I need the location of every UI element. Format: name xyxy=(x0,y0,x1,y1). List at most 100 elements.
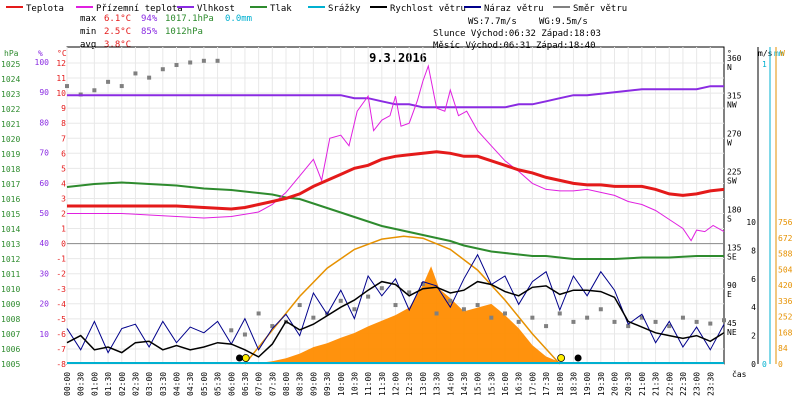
wind-direction-point xyxy=(256,311,261,316)
ground-temperature-line xyxy=(67,64,725,242)
axis-unit-radiation: W xyxy=(780,49,785,58)
wind-direction-point xyxy=(311,315,316,320)
x-tick-label: 13:30 xyxy=(433,372,442,396)
stat-rain: 0.0mm xyxy=(225,14,252,24)
stat-label: min xyxy=(80,27,96,37)
wind-direction-point xyxy=(571,319,576,324)
pct-tick-label: 100 xyxy=(35,58,50,67)
solar-radiation-area xyxy=(67,266,724,364)
wind-direction-point xyxy=(119,84,124,89)
info-wind-gust: WG:9.5m/s xyxy=(539,17,588,27)
celsius-tick-label: 4 xyxy=(61,179,66,188)
pct-tick-label: 30 xyxy=(39,269,49,278)
x-tick-label: 10:00 xyxy=(337,372,346,396)
celsius-tick-label: -6 xyxy=(56,330,66,339)
x-tick-label: 04:30 xyxy=(186,372,195,396)
celsius-tick-label: 12 xyxy=(56,59,66,68)
pressure-line xyxy=(66,181,724,260)
moonset-marker xyxy=(574,354,582,362)
wind-direction-point xyxy=(352,307,357,312)
sunset-marker xyxy=(557,354,566,362)
wind-direction-point xyxy=(448,298,453,303)
chart-title: 9.3.2016 xyxy=(369,51,427,65)
wind-tick-label: 0 xyxy=(751,360,756,369)
x-axis-label: čas xyxy=(732,369,747,379)
wind-tick-label: 4 xyxy=(751,303,756,312)
wind-direction-point xyxy=(516,319,521,324)
stat-label: avg xyxy=(80,40,96,50)
wind-direction-point xyxy=(612,319,617,324)
x-tick-label: 17:30 xyxy=(542,372,551,396)
hpa-tick-label: 1015 xyxy=(1,210,20,219)
x-tick-label: 03:30 xyxy=(159,372,168,396)
x-tick-label: 11:00 xyxy=(364,372,373,396)
x-tick-label: 13:00 xyxy=(419,372,428,396)
x-tick-label: 14:00 xyxy=(446,372,455,396)
x-tick-label: 17:00 xyxy=(528,372,537,396)
pct-tick-label: 10 xyxy=(39,330,49,339)
celsius-tick-label: 1 xyxy=(61,225,66,234)
stat-pressure: 1012hPa xyxy=(165,27,203,37)
x-tick-label: 01:00 xyxy=(90,372,99,396)
hpa-tick-label: 1020 xyxy=(1,135,20,144)
wind-direction-point xyxy=(160,67,165,72)
wind-direction-point xyxy=(489,315,494,320)
x-tick-label: 15:30 xyxy=(487,372,496,396)
wind-direction-point xyxy=(270,324,275,329)
direction-compass-label: W xyxy=(727,139,732,148)
x-tick-label: 02:00 xyxy=(118,372,127,396)
legend-label: Teplota xyxy=(26,4,64,14)
celsius-tick-label: 3 xyxy=(61,194,66,203)
x-tick-label: 10:30 xyxy=(350,372,359,396)
info-wind-speed: WS:7.7m/s xyxy=(468,17,517,27)
x-tick-label: 00:30 xyxy=(77,372,86,396)
legend-label: Náraz větru xyxy=(484,4,544,14)
direction-tick-label: 360 xyxy=(727,54,742,63)
x-tick-label: 20:30 xyxy=(624,372,633,396)
radiation-tick-label: 0 xyxy=(778,360,783,369)
wind-direction-point xyxy=(174,63,179,68)
x-tick-label: 14:30 xyxy=(460,372,469,396)
hpa-tick-label: 1009 xyxy=(1,300,20,309)
hpa-tick-label: 1018 xyxy=(1,165,20,174)
wind-direction-point xyxy=(557,311,562,316)
x-tick-label: 00:00 xyxy=(63,372,72,396)
celsius-tick-label: -5 xyxy=(56,315,66,324)
hpa-tick-label: 1022 xyxy=(1,105,20,114)
x-tick-label: 19:30 xyxy=(597,372,606,396)
celsius-tick-label: 9 xyxy=(61,104,66,113)
wind-direction-point xyxy=(379,286,384,291)
hpa-tick-label: 1017 xyxy=(1,180,20,189)
wind-tick-label: 8 xyxy=(751,246,756,255)
wind-direction-point xyxy=(544,324,549,329)
hpa-tick-label: 1005 xyxy=(1,360,20,369)
direction-tick-label: 90 xyxy=(727,281,737,290)
x-tick-label: 19:00 xyxy=(583,372,592,396)
wind-gust-line xyxy=(66,253,725,354)
stat-humidity: 85% xyxy=(141,27,158,37)
x-tick-label: 02:30 xyxy=(131,372,140,396)
hpa-tick-label: 1011 xyxy=(1,270,20,279)
hpa-tick-label: 1025 xyxy=(1,60,20,69)
wind-direction-point xyxy=(147,75,152,80)
wind-direction-point xyxy=(434,311,439,316)
stat-pressure: 1017.1hPa xyxy=(165,14,214,24)
legend-label: Vlhkost xyxy=(197,4,235,14)
axis-unit-celsius: °C xyxy=(57,49,67,58)
direction-tick-label: 180 xyxy=(727,205,742,214)
radiation-tick-label: 504 xyxy=(778,265,793,274)
stat-temp: 2.5°C xyxy=(104,27,131,37)
wind-direction-point xyxy=(229,328,234,333)
celsius-tick-label: 8 xyxy=(61,119,66,128)
radiation-tick-label: 756 xyxy=(778,218,793,227)
wind-tick-label: 2 xyxy=(751,332,756,341)
pct-tick-label: 80 xyxy=(39,118,49,127)
celsius-tick-label: 0 xyxy=(61,240,66,249)
humidity-line xyxy=(67,85,724,109)
wind-direction-point xyxy=(722,318,726,323)
celsius-tick-label: 10 xyxy=(56,89,66,98)
stat-temp: 3.8°C xyxy=(104,40,131,50)
direction-compass-label: NE xyxy=(727,328,737,337)
celsius-tick-label: -4 xyxy=(56,300,66,309)
hpa-tick-label: 1024 xyxy=(1,75,20,84)
